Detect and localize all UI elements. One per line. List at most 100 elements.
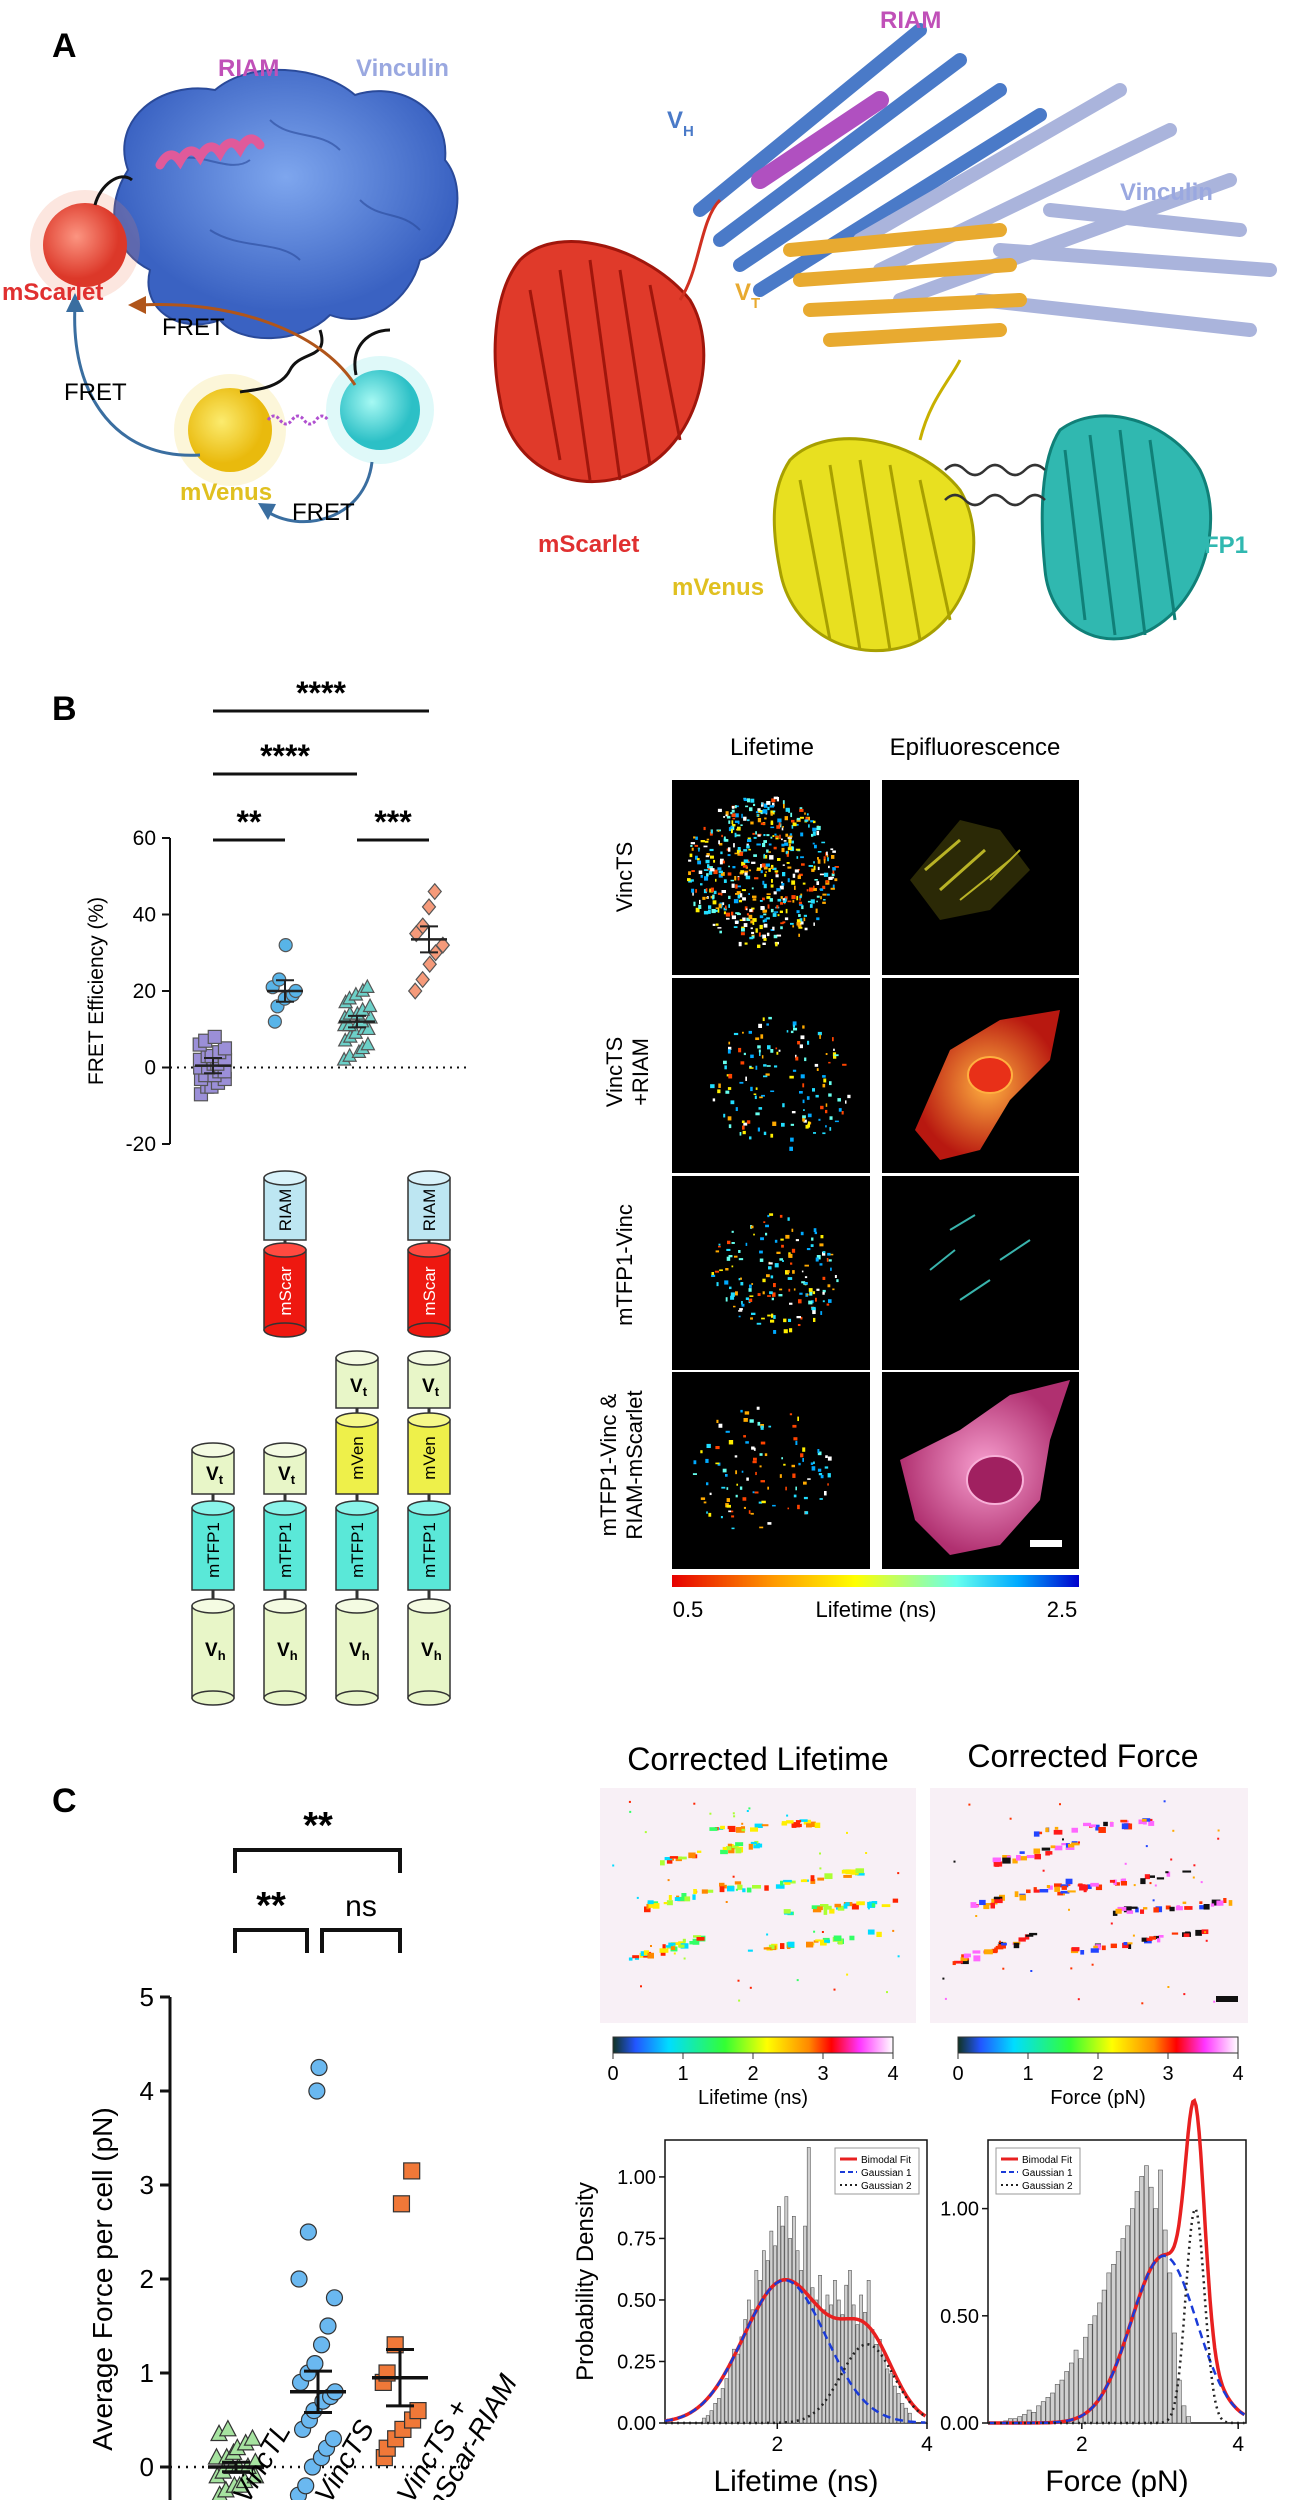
speckle (691, 888, 695, 893)
speckle (817, 857, 819, 860)
speckle (746, 908, 748, 911)
y-tick-label: 1 (140, 2358, 154, 2388)
speckle (810, 820, 814, 823)
speckle (820, 1105, 824, 1110)
speckle (764, 803, 768, 808)
speckle (708, 1512, 712, 1517)
map-dot (953, 1860, 956, 1863)
map-dot (1124, 1862, 1127, 1865)
speckle (756, 1406, 760, 1410)
map-streak (742, 1888, 746, 1893)
speckle (715, 1446, 720, 1450)
construct-col2-vt: Vt (263, 1442, 307, 1495)
speckle (799, 1292, 803, 1295)
map-streak (750, 1841, 757, 1844)
speckle (820, 896, 822, 900)
speckle (750, 1225, 754, 1229)
speckle (761, 802, 763, 805)
hist-bar (739, 2336, 744, 2424)
map-streak (820, 1904, 829, 1907)
speckle (820, 1311, 823, 1315)
speckle (830, 848, 834, 851)
speckle (822, 901, 826, 904)
speckle (811, 868, 815, 872)
map-streak (806, 1941, 814, 1948)
speckle (716, 1282, 719, 1287)
speckle (771, 864, 774, 868)
speckle (815, 1297, 817, 1302)
speckle (816, 825, 821, 831)
hist-bar (1172, 2332, 1177, 2424)
map-streak (664, 1857, 673, 1861)
speckle (782, 800, 785, 805)
speckle (762, 919, 765, 923)
speckle (693, 836, 696, 839)
speckle (733, 1032, 739, 1036)
cbar-tick-label: 3 (1162, 2063, 1173, 2085)
speckle (785, 896, 788, 900)
speckle (734, 805, 737, 809)
label-vinculin-structure: Vinculin (1120, 179, 1213, 206)
map-streak (1033, 1848, 1041, 1854)
speckle (719, 860, 723, 865)
speckle (788, 835, 793, 838)
map-streak (871, 1903, 876, 1908)
speckle (796, 922, 800, 926)
map-streak (984, 1949, 993, 1955)
speckle (756, 867, 762, 871)
speckle (832, 884, 835, 889)
speckle (687, 878, 691, 882)
speckle (744, 872, 748, 876)
map-dot (683, 1957, 686, 1960)
speckle (723, 1113, 726, 1118)
speckle (735, 1107, 738, 1112)
lifetime-colorbar (672, 1575, 1079, 1587)
map-dot (821, 1931, 824, 1933)
map-streak (843, 1875, 852, 1878)
map-streak (754, 1823, 763, 1829)
speckle (761, 863, 766, 868)
speckle (779, 1288, 783, 1291)
hist-bar (732, 2348, 736, 2424)
speckle (768, 1262, 773, 1265)
sig-b-3: ** (237, 804, 262, 840)
hist-bar (1069, 2362, 1074, 2424)
speckle (705, 859, 710, 864)
map-streak (834, 1903, 842, 1908)
speckle (742, 1497, 747, 1501)
speckle (830, 887, 835, 890)
sig-b-2: **** (260, 738, 310, 774)
speckle (774, 1065, 778, 1068)
speckle (795, 1239, 799, 1242)
speckle (717, 1089, 721, 1094)
speckle (800, 918, 803, 922)
speckle (769, 898, 773, 902)
speckle (787, 900, 792, 903)
speckle (711, 1272, 715, 1276)
speckle (771, 879, 773, 883)
speckle (723, 911, 727, 915)
speckle (760, 864, 762, 868)
map-streak (1182, 1870, 1192, 1873)
speckle (810, 899, 815, 904)
lifetime-image-1 (687, 796, 839, 949)
speckle (763, 840, 767, 843)
speckle (802, 1447, 806, 1452)
map-streak (1138, 1819, 1145, 1825)
map-streak (824, 1873, 833, 1880)
map-streak (763, 1947, 772, 1950)
map-dot (1163, 1800, 1166, 1803)
hist-bar (866, 2280, 871, 2424)
speckle (834, 1275, 837, 1279)
speckle (799, 921, 804, 925)
map-streak (693, 1935, 702, 1938)
map-streak (643, 1950, 649, 1956)
speckle (772, 1121, 777, 1126)
map-streak (867, 1929, 875, 1935)
map-streak (747, 1949, 753, 1952)
map-dot (732, 1875, 735, 1878)
speckle (737, 820, 740, 825)
speckle (704, 840, 709, 843)
data-point (363, 1009, 379, 1024)
speckle (792, 1069, 797, 1072)
